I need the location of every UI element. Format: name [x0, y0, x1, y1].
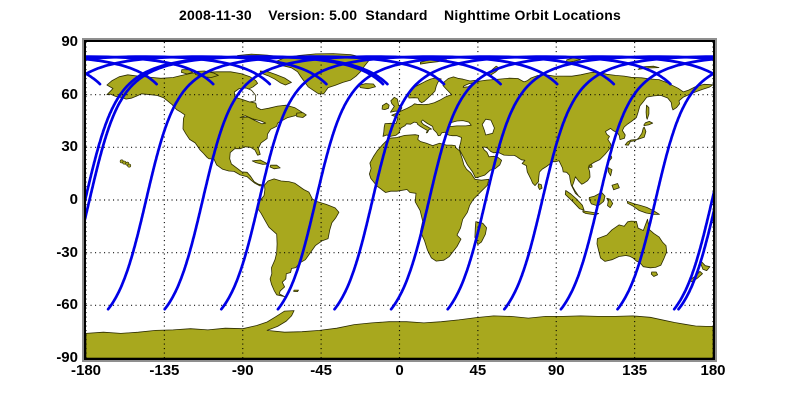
x-tick-label: -90: [231, 362, 254, 379]
south-america-landmass: [257, 178, 340, 297]
y-tick-label: -90: [56, 349, 78, 366]
y-tick-label: 90: [61, 33, 78, 50]
y-tick-label: 60: [61, 85, 78, 103]
orbit-track: [86, 55, 328, 86]
orbit-track: [389, 55, 713, 311]
mindanao-landmass: [611, 183, 620, 191]
world-map-orbit-tracks-svg: [86, 42, 713, 358]
cuba-landmass: [251, 159, 269, 165]
scandinavia-landmass: [407, 77, 442, 104]
x-tick-label: 135: [622, 362, 648, 379]
orbit-track: [616, 72, 713, 311]
caspian-sea: [481, 118, 495, 136]
sumatra-landmass: [564, 190, 585, 211]
x-tick-label: -135: [149, 362, 180, 379]
hawaii-island-dot: [127, 163, 132, 168]
figure-title: 2008-11-30 Version: 5.00 Standard Nightt…: [179, 7, 621, 23]
sri-lanka-landmass: [537, 183, 543, 190]
orbit-track: [163, 55, 502, 311]
antarctica-landmass: [86, 310, 713, 358]
luzon-landmass: [607, 167, 613, 177]
orbit-track: [219, 55, 559, 311]
y-tick-label: -30: [56, 243, 78, 261]
sakhalin-landmass: [645, 104, 650, 120]
orbit-track: [333, 55, 672, 311]
newfoundland-landmass: [296, 112, 307, 118]
orbit-track: [677, 208, 713, 311]
tasmania-landmass: [650, 271, 658, 277]
orbit-track: [446, 55, 713, 311]
north-america-landmass: [106, 71, 303, 187]
ireland-landmass: [381, 102, 390, 110]
great-lakes: [239, 115, 267, 125]
japan-honshu-landmass: [624, 126, 647, 146]
x-tick-label: 0: [395, 362, 404, 379]
x-tick-label: 180: [700, 362, 726, 379]
x-tick-label: 45: [469, 362, 487, 379]
map-plot-area: [82, 38, 717, 362]
orbit-track: [276, 55, 616, 311]
hainan-landmass: [588, 164, 593, 169]
baffin-island-landmass: [259, 70, 292, 86]
orbit-track: [502, 55, 713, 311]
x-tick-label: -45: [310, 362, 332, 379]
eurasia-landmass: [382, 71, 713, 198]
x-tick-label: -180: [70, 362, 102, 379]
orbit-track: [86, 55, 385, 203]
hispaniola-landmass: [269, 164, 281, 170]
x-tick-label: 90: [547, 362, 565, 379]
y-tick-label: 30: [61, 138, 78, 156]
new-guinea-landmass: [626, 201, 660, 215]
orbit-track: [672, 190, 713, 311]
hokkaido-landmass: [643, 121, 654, 126]
y-tick-label: -60: [56, 296, 78, 314]
y-tick-label: 0: [69, 191, 78, 208]
falklands-landmass: [293, 289, 299, 292]
orbit-track: [106, 55, 446, 311]
orbit-track: [559, 57, 713, 311]
